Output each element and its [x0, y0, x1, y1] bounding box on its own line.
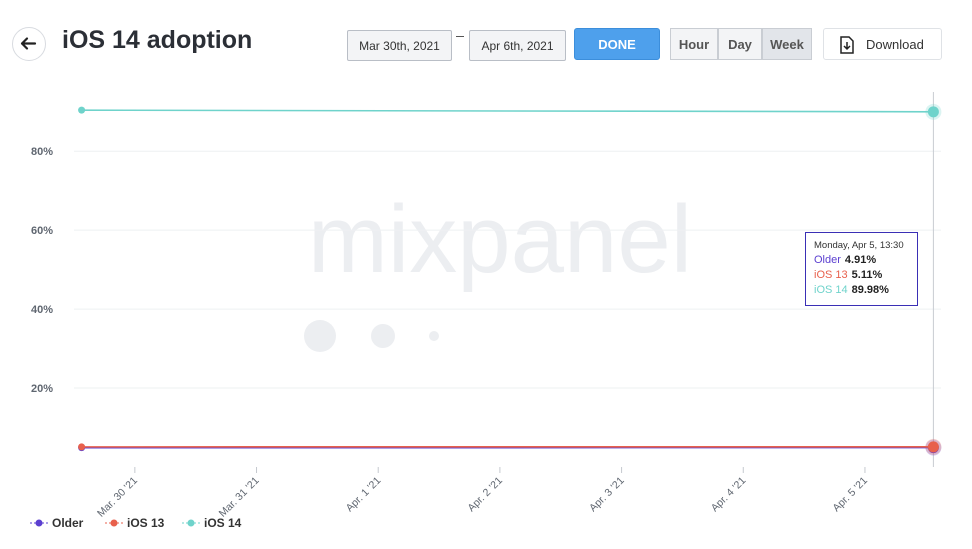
- watermark: mixpanel: [308, 186, 692, 293]
- legend-dot: [187, 519, 195, 527]
- tooltip-title: Monday, Apr 5, 13:30: [814, 240, 904, 251]
- x-tick-label: Apr. 3 '21: [587, 475, 627, 515]
- legend-icon: [30, 519, 48, 527]
- tooltip-series-name: iOS 14: [814, 284, 848, 296]
- data-point: [78, 443, 86, 451]
- time-unit-button[interactable]: Hour: [670, 28, 718, 60]
- start-date[interactable]: Mar 30th, 2021: [347, 30, 452, 61]
- watermark-dot: [371, 324, 395, 348]
- x-tick-label: Mar. 30 '21: [95, 475, 140, 520]
- download-button[interactable]: Download: [823, 28, 942, 60]
- x-tick-label: Apr. 4 '21: [709, 475, 749, 515]
- tooltip-row: iOS 13 5.11%: [814, 268, 917, 283]
- download-label: Download: [866, 36, 924, 52]
- tooltip-series-name: iOS 13: [814, 269, 848, 281]
- x-tick-label: Apr. 1 '21: [344, 475, 384, 515]
- y-tick-label: 40%: [31, 304, 53, 316]
- legend-label: Older: [52, 516, 84, 530]
- legend-label: iOS 13: [127, 516, 165, 530]
- legend-item[interactable]: iOS 13: [105, 516, 164, 530]
- tooltip-value: 4.91%: [844, 254, 877, 266]
- legend-icon: [105, 519, 123, 527]
- legend-item[interactable]: iOS 14: [182, 516, 241, 530]
- legend-dot: [110, 519, 118, 527]
- date-separator: [456, 36, 464, 37]
- y-tick-label: 20%: [31, 383, 53, 395]
- tooltip-series-name: Older: [814, 254, 841, 266]
- time-unit-button[interactable]: Day: [718, 28, 762, 60]
- done-button[interactable]: DONE: [574, 28, 660, 60]
- data-point: [78, 106, 86, 114]
- watermark-dot: [429, 331, 439, 341]
- legend-item[interactable]: Older: [30, 516, 83, 530]
- tooltip: Monday, Apr 5, 13:30 Older 4.91% iOS 13 5.11…: [805, 232, 918, 306]
- y-tick-label: 60%: [31, 225, 53, 237]
- x-tick-label: Mar. 31 '21: [217, 475, 262, 520]
- series-line: [81, 109, 934, 113]
- data-point: [927, 106, 939, 118]
- download-icon: [840, 36, 854, 54]
- y-tick-label: 80%: [31, 146, 53, 158]
- x-tick-label: Apr. 5 '21: [830, 475, 870, 515]
- watermark-dot: [304, 320, 336, 352]
- tooltip-value: 5.11%: [851, 269, 883, 281]
- back-icon: [20, 37, 37, 50]
- x-tick-label: Apr. 2 '21: [465, 475, 505, 515]
- tooltip-row: Older 4.91%: [814, 253, 917, 268]
- tooltip-row: iOS 14 89.98%: [814, 283, 917, 298]
- legend-label: iOS 14: [204, 516, 242, 530]
- legend-icon: [182, 519, 200, 527]
- back-button[interactable]: [12, 27, 46, 61]
- data-point: [927, 441, 939, 453]
- legend-dot: [35, 519, 43, 527]
- tooltip-value: 89.98%: [851, 284, 889, 296]
- report-title: iOS 14 adoption: [62, 26, 253, 54]
- time-unit-button[interactable]: Week: [762, 28, 812, 60]
- end-date[interactable]: Apr 6th, 2021: [469, 30, 566, 61]
